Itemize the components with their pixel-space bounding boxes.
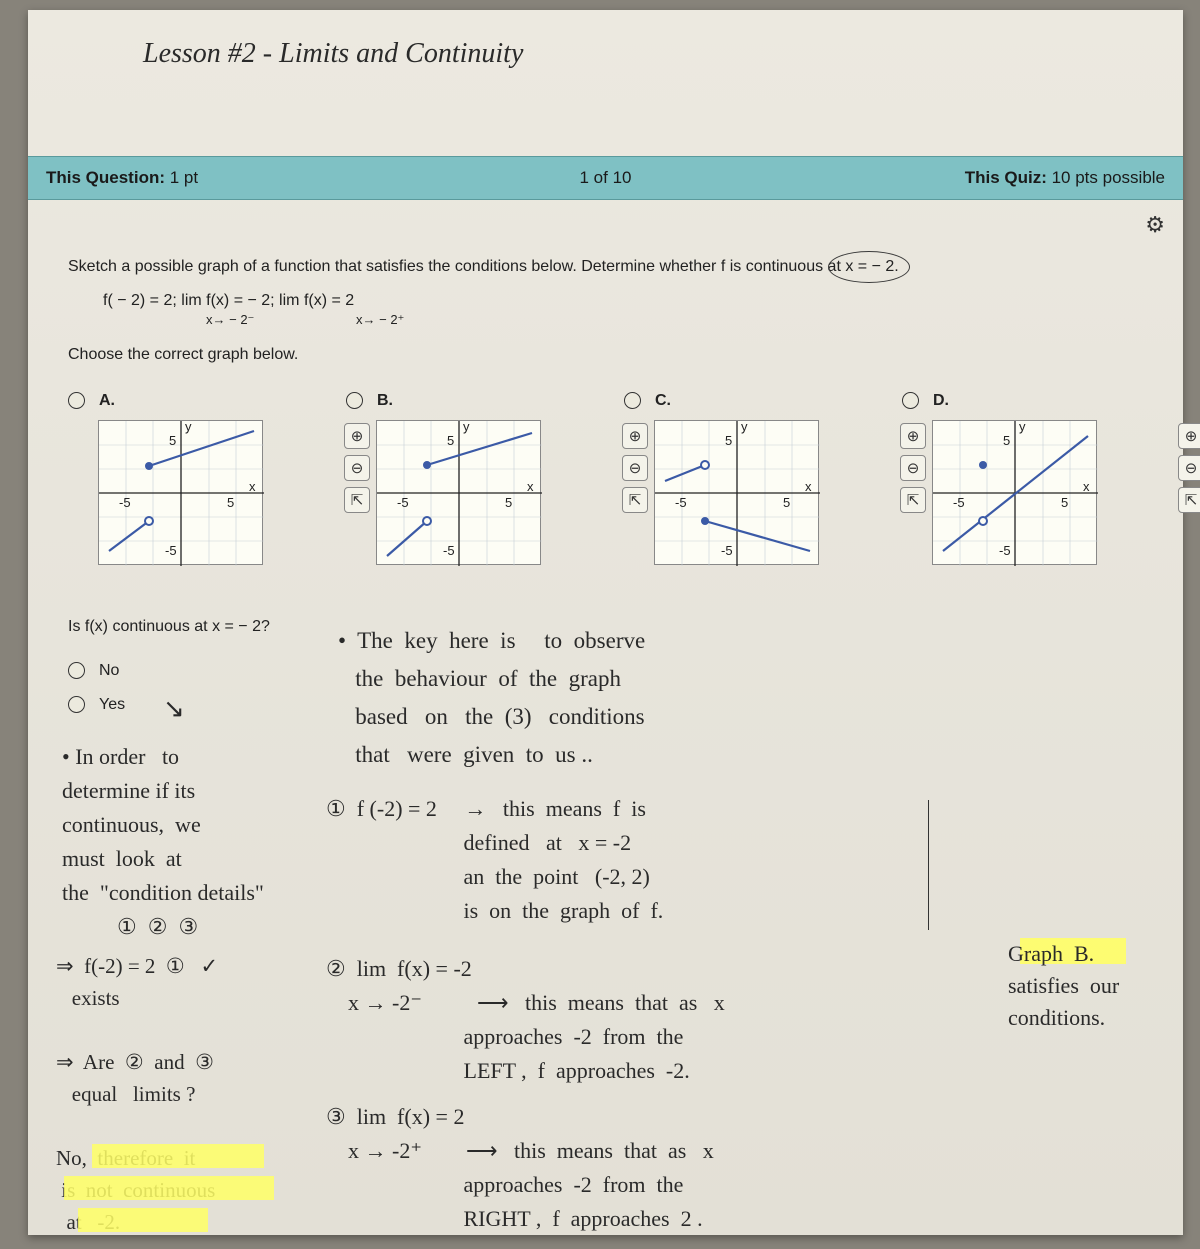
question-progress: 1 of 10 [580,168,632,188]
option-no[interactable]: No [68,662,119,680]
expand-icon[interactable]: ⇱ [1178,487,1200,513]
graph-b: y x -5 5 5 -5 [376,420,541,565]
this-question-label: This Question: 1 pt [46,168,198,188]
zoom-out-icon[interactable]: ⊖ [622,455,648,481]
zoom-in-icon[interactable]: ⊕ [1178,423,1200,449]
option-b-label: B. [377,392,393,410]
this-quiz-label: This Quiz: 10 pts possible [965,168,1165,188]
cond2-notes: ② lim f(x) = -2 x → -2⁻ ⟶ this means tha… [326,952,725,1088]
option-a[interactable]: A. [68,392,115,410]
option-d-label: D. [933,392,949,410]
option-yes-label: Yes [99,696,125,714]
radio-a[interactable] [68,392,85,409]
gear-icon[interactable]: ⚙ [1145,212,1165,238]
highlight-not-continuous [64,1176,274,1200]
worksheet-page: Lesson #2 - Limits and Continuity This Q… [28,10,1183,1235]
question-prompt: Sketch a possible graph of a function th… [68,258,1128,276]
graph-d: y x -5 5 5 -5 [932,420,1097,565]
expand-icon[interactable]: ⇱ [622,487,648,513]
limit-sub-left: x→ − 2⁻ [206,312,254,328]
title-handwriting: Lesson #2 - Limits and Continuity [143,38,523,70]
zoom-in-icon[interactable]: ⊕ [622,423,648,449]
radio-d[interactable] [902,392,919,409]
graph-c: y x -5 5 5 -5 [654,420,819,565]
circled-x-equals-neg2 [828,251,910,283]
conditions-line: f( − 2) = 2; lim f(x) = − 2; lim f(x) = … [103,292,354,310]
option-no-label: No [99,662,119,680]
zoom-out-icon[interactable]: ⊖ [1178,455,1200,481]
expand-icon[interactable]: ⇱ [900,487,926,513]
radio-no[interactable] [68,662,85,679]
limit-sub-right: x→ − 2⁺ [356,312,404,328]
option-a-label: A. [99,392,115,410]
quiz-header-band: This Question: 1 pt 1 of 10 This Quiz: 1… [28,156,1183,200]
zoom-out-icon[interactable]: ⊖ [344,455,370,481]
order-notes: • In order to determine if its continuou… [62,740,264,944]
zoom-in-icon[interactable]: ⊕ [344,423,370,449]
radio-yes[interactable] [68,696,85,713]
choose-graph-text: Choose the correct graph below. [68,346,298,364]
continuity-question: Is f(x) continuous at x = − 2? [68,618,270,636]
cond1-notes: ① f (-2) = 2 → this means f is defined a… [326,792,663,928]
key-notes: • The key here is to observe the behavio… [338,622,645,774]
highlight-therefore [92,1144,264,1168]
zoom-in-icon[interactable]: ⊕ [900,423,926,449]
option-c[interactable]: C. [624,392,671,410]
yes-arrow-mark: ↘ [163,694,185,724]
option-yes[interactable]: Yes [68,696,125,714]
option-d[interactable]: D. [902,392,949,410]
radio-c[interactable] [624,392,641,409]
cond3-notes: ③ lim f(x) = 2 x → -2⁺ ⟶ this means that… [326,1100,714,1236]
zoom-out-icon[interactable]: ⊖ [900,455,926,481]
option-b[interactable]: B. [346,392,393,410]
highlight-at-neg2 [78,1208,208,1232]
graph-b-note: Graph B. satisfies our conditions. [1008,938,1119,1034]
graph-a: y x -5 5 5 -5 [98,420,263,565]
expand-icon[interactable]: ⇱ [344,487,370,513]
option-c-label: C. [655,392,671,410]
radio-b[interactable] [346,392,363,409]
bracket-line [928,800,929,930]
